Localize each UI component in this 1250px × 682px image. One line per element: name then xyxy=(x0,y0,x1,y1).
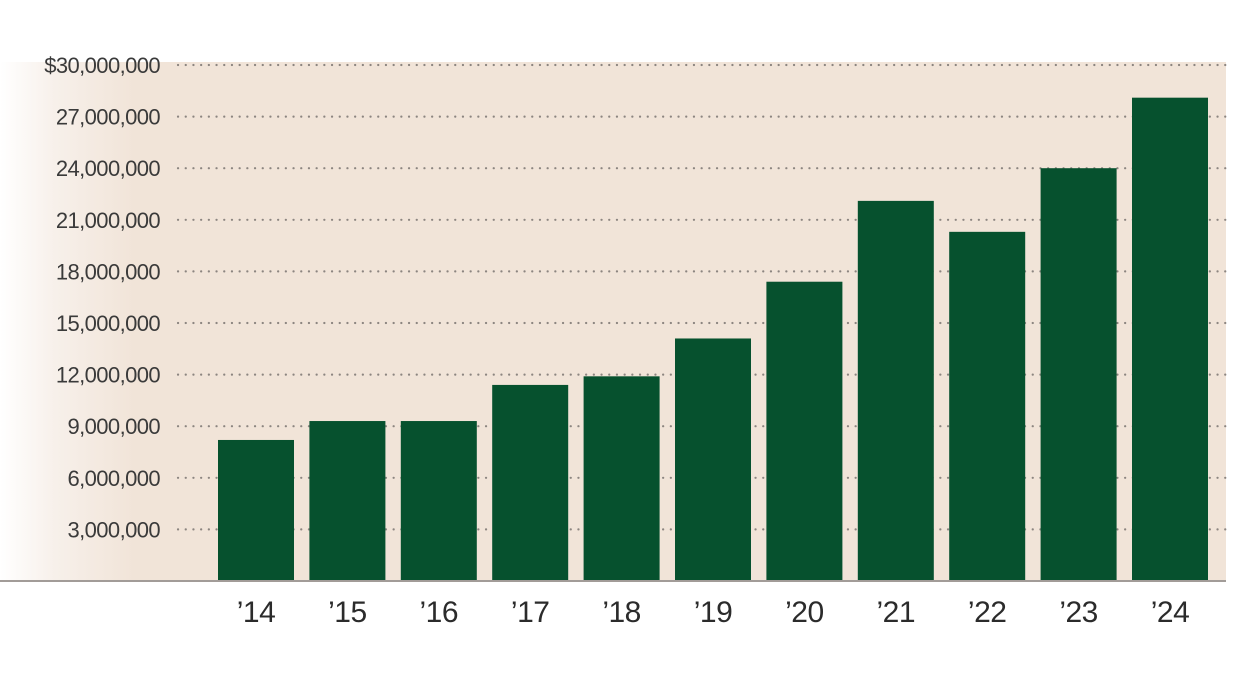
x-tick-label: ’16 xyxy=(420,596,459,629)
bar xyxy=(583,376,660,581)
x-tick-label: ’15 xyxy=(328,596,367,629)
y-tick-label: 12,000,000 xyxy=(56,363,160,388)
x-tick-label: ’14 xyxy=(237,596,276,629)
bar xyxy=(309,421,386,581)
y-tick-label: 27,000,000 xyxy=(56,105,160,130)
bar xyxy=(218,439,294,581)
y-tick-label: $30,000,000 xyxy=(44,53,160,78)
y-tick-label: 9,000,000 xyxy=(68,414,161,439)
bar xyxy=(949,231,1026,581)
y-tick-label: 15,000,000 xyxy=(56,311,160,336)
x-tick-label: ’23 xyxy=(1059,596,1098,629)
bar xyxy=(400,421,477,581)
x-tick-label: ’17 xyxy=(511,596,550,629)
bar xyxy=(766,281,843,581)
y-tick-label: 24,000,000 xyxy=(56,156,160,181)
bar xyxy=(492,384,569,581)
x-tick-label: ’19 xyxy=(694,596,733,629)
y-tick-label: 6,000,000 xyxy=(68,466,161,491)
y-tick-label: 21,000,000 xyxy=(56,208,160,233)
y-tick-label: 3,000,000 xyxy=(68,517,161,542)
bar xyxy=(1132,97,1208,582)
x-tick-label: ’18 xyxy=(602,596,641,629)
y-tick-label: 18,000,000 xyxy=(56,259,160,284)
bar xyxy=(1040,168,1117,581)
x-tick-label: ’22 xyxy=(968,596,1007,629)
x-tick-label: ’24 xyxy=(1151,596,1190,629)
x-tick-label: ’20 xyxy=(785,596,824,629)
bar xyxy=(857,200,934,581)
x-tick-label: ’21 xyxy=(877,596,916,629)
bar xyxy=(675,338,751,581)
